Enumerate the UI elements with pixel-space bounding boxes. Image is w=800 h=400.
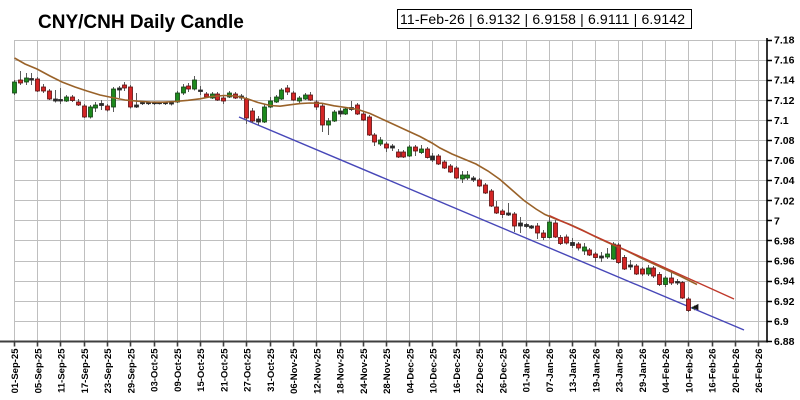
svg-text:7.16: 7.16 <box>774 55 795 67</box>
svg-text:01-Sep-25: 01-Sep-25 <box>10 348 21 394</box>
svg-text:24-Nov-25: 24-Nov-25 <box>359 348 370 394</box>
svg-text:06-Nov-25: 06-Nov-25 <box>289 348 300 394</box>
svg-text:6.94: 6.94 <box>774 276 795 288</box>
svg-text:6.88: 6.88 <box>774 336 795 348</box>
svg-text:28-Nov-25: 28-Nov-25 <box>382 348 393 394</box>
svg-text:7.18: 7.18 <box>774 35 795 47</box>
svg-text:7.06: 7.06 <box>774 155 795 167</box>
svg-text:6.96: 6.96 <box>774 256 795 268</box>
svg-text:05-Sep-25: 05-Sep-25 <box>33 348 44 394</box>
svg-text:31-Oct-25: 31-Oct-25 <box>266 348 277 392</box>
svg-text:6.98: 6.98 <box>774 236 795 248</box>
svg-text:26-Dec-25: 26-Dec-25 <box>498 348 509 394</box>
svg-text:16-Feb-26: 16-Feb-26 <box>708 349 719 393</box>
svg-text:27-Oct-25: 27-Oct-25 <box>243 348 254 392</box>
svg-text:04-Dec-25: 04-Dec-25 <box>405 348 416 394</box>
svg-text:15-Oct-25: 15-Oct-25 <box>196 348 207 392</box>
svg-text:6.9: 6.9 <box>774 316 789 328</box>
svg-text:23-Jan-26: 23-Jan-26 <box>615 349 626 393</box>
svg-text:20-Feb-26: 20-Feb-26 <box>731 349 742 393</box>
svg-text:10-Feb-26: 10-Feb-26 <box>684 349 695 393</box>
svg-text:03-Oct-25: 03-Oct-25 <box>150 348 161 392</box>
svg-text:17-Sep-25: 17-Sep-25 <box>80 348 91 394</box>
svg-text:19-Jan-26: 19-Jan-26 <box>591 349 602 393</box>
svg-text:7.08: 7.08 <box>774 135 795 147</box>
svg-text:21-Oct-25: 21-Oct-25 <box>219 348 230 392</box>
svg-text:7.1: 7.1 <box>774 115 789 127</box>
svg-text:6.92: 6.92 <box>774 296 795 308</box>
svg-text:29-Sep-25: 29-Sep-25 <box>126 348 137 394</box>
svg-text:04-Feb-26: 04-Feb-26 <box>661 349 672 393</box>
svg-text:11-Sep-25: 11-Sep-25 <box>57 348 68 393</box>
svg-text:07-Jan-26: 07-Jan-26 <box>545 349 556 393</box>
svg-text:09-Oct-25: 09-Oct-25 <box>173 348 184 392</box>
svg-text:16-Dec-25: 16-Dec-25 <box>452 348 463 394</box>
svg-text:7.14: 7.14 <box>774 75 795 87</box>
svg-text:26-Feb-26: 26-Feb-26 <box>754 349 765 393</box>
svg-text:12-Nov-25: 12-Nov-25 <box>312 348 323 394</box>
svg-text:7.12: 7.12 <box>774 95 795 107</box>
svg-text:23-Sep-25: 23-Sep-25 <box>103 348 114 394</box>
svg-text:13-Jan-26: 13-Jan-26 <box>568 349 579 393</box>
svg-text:10-Dec-25: 10-Dec-25 <box>429 348 440 394</box>
svg-text:29-Jan-26: 29-Jan-26 <box>638 349 649 393</box>
svg-text:7: 7 <box>774 215 780 227</box>
svg-text:22-Dec-25: 22-Dec-25 <box>475 348 486 394</box>
svg-text:7.02: 7.02 <box>774 195 795 207</box>
svg-text:18-Nov-25: 18-Nov-25 <box>336 348 347 394</box>
svg-text:7.04: 7.04 <box>774 175 795 187</box>
svg-text:01-Jan-26: 01-Jan-26 <box>522 349 533 393</box>
